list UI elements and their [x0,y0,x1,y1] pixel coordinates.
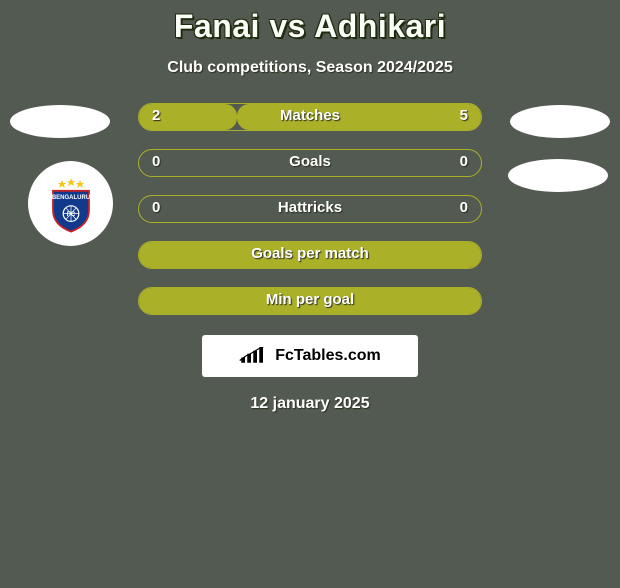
bar-value-left: 0 [152,199,160,216]
brand-text: FcTables.com [275,347,381,365]
club-badge-left: BENGALURU FC [28,161,113,246]
bar-value-left: 0 [152,153,160,170]
badge-stars [57,178,83,188]
bar-value-right: 5 [460,107,468,124]
club-badge-right [508,159,608,192]
bar-row: Matches2 5 [138,103,482,131]
bar-row: Min per goal [138,287,482,315]
bar-label: Hattricks [138,199,482,216]
player-avatar-right [510,105,610,138]
badge-text-bottom: FC [66,211,75,218]
bar-value-right: 0 [460,199,468,216]
date-label: 12 january 2025 [0,395,620,413]
bar-row: Goals per match [138,241,482,269]
bar-label: Goals [138,153,482,170]
bar-label: Min per goal [138,291,482,308]
page-subtitle: Club competitions, Season 2024/2025 [0,59,620,77]
brand-attribution: FcTables.com [202,335,418,377]
bar-chart-icon [239,347,269,365]
bar-value-left: 2 [152,107,160,124]
bar-value-right: 0 [460,153,468,170]
page-title: Fanai vs Adhikari [0,8,620,45]
badge-text-top: BENGALURU [51,195,89,201]
player-avatar-left [10,105,110,138]
bengaluru-badge-icon: BENGALURU FC [41,174,101,234]
bar-row: Goals0 0 [138,149,482,177]
comparison-bars: Matches25Goals00Hattricks00Goals per mat… [138,103,482,333]
bar-label: Goals per match [138,245,482,262]
bar-row: Hattricks0 0 [138,195,482,223]
bar-label: Matches [138,107,482,124]
